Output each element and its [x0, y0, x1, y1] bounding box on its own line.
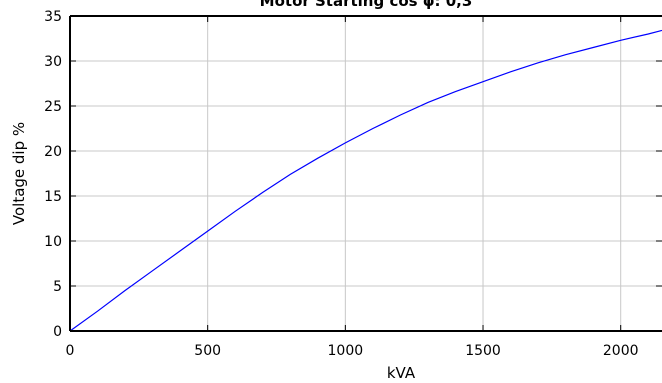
- y-tick-label: 5: [53, 279, 62, 295]
- series-layer: [69, 29, 662, 332]
- x-tick-label: 0: [66, 343, 75, 359]
- y-tick-label: 20: [44, 144, 62, 160]
- y-tick-label: 30: [44, 54, 62, 70]
- y-tick-label: 35: [44, 9, 62, 25]
- y-axis-title: Voltage dip %: [10, 122, 28, 225]
- x-axis-title: kVA: [387, 364, 416, 382]
- y-tick-label: 0: [53, 324, 62, 340]
- y-tick-label: 15: [44, 189, 62, 205]
- x-tick-label: 1500: [465, 343, 501, 359]
- x-tick-label: 2000: [603, 343, 639, 359]
- x-tick-label: 500: [194, 343, 221, 359]
- grid-lines: [70, 16, 662, 331]
- y-tick-label: 25: [44, 99, 62, 115]
- plot-frame: [69, 15, 662, 332]
- y-tick-label: 10: [44, 234, 62, 250]
- tick-labels: 0 500 1000 1500 2000 0 5 10 15 20 25 30 35: [44, 9, 638, 359]
- voltage-dip-line: [69, 29, 662, 332]
- chart-title: Motor Starting cos φ: 0,3: [260, 0, 473, 10]
- axis-ticks: [69, 15, 662, 332]
- x-tick-label: 1000: [328, 343, 364, 359]
